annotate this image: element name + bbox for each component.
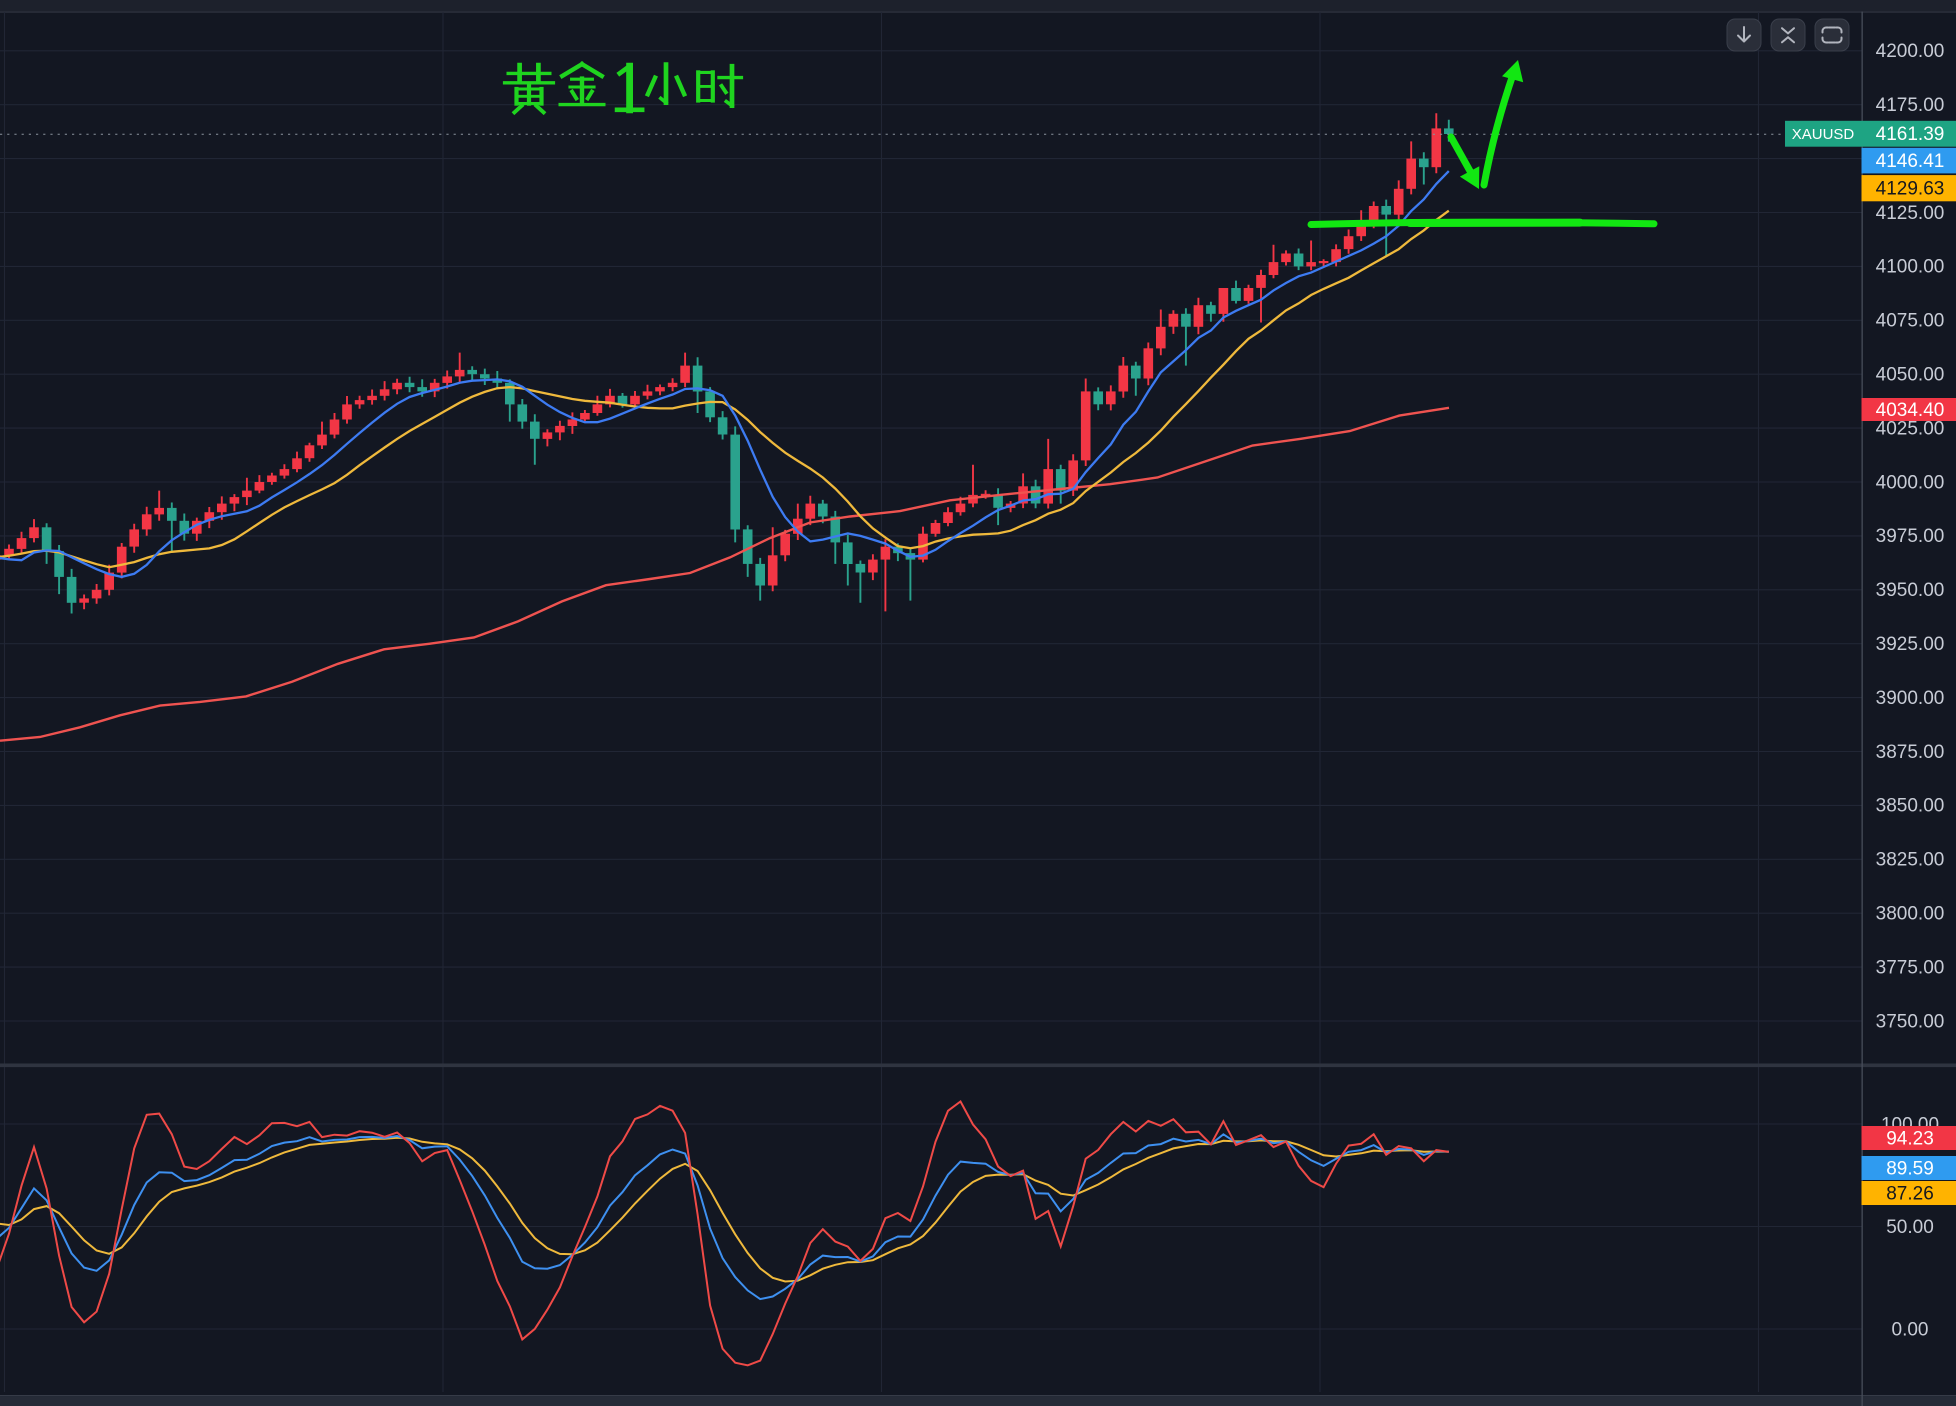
svg-text:0.00: 0.00	[1892, 1319, 1929, 1340]
svg-text:3775.00: 3775.00	[1876, 957, 1945, 978]
svg-text:3975.00: 3975.00	[1876, 526, 1945, 547]
svg-text:4050.00: 4050.00	[1876, 365, 1945, 386]
svg-text:3900.00: 3900.00	[1876, 688, 1945, 709]
svg-text:4200.00: 4200.00	[1876, 41, 1945, 62]
svg-text:4161.39: 4161.39	[1876, 124, 1945, 145]
svg-text:3800.00: 3800.00	[1876, 904, 1945, 925]
svg-text:3825.00: 3825.00	[1876, 850, 1945, 871]
svg-text:3950.00: 3950.00	[1876, 580, 1945, 601]
svg-text:3925.00: 3925.00	[1876, 634, 1945, 655]
svg-text:4100.00: 4100.00	[1876, 257, 1945, 278]
svg-text:XAUUSD: XAUUSD	[1792, 126, 1855, 143]
svg-text:4146.41: 4146.41	[1876, 151, 1945, 172]
svg-text:4129.63: 4129.63	[1876, 179, 1945, 200]
svg-text:4034.40: 4034.40	[1876, 400, 1945, 421]
svg-text:3750.00: 3750.00	[1876, 1011, 1945, 1032]
svg-text:50.00: 50.00	[1886, 1217, 1934, 1238]
svg-text:4025.00: 4025.00	[1876, 418, 1945, 439]
svg-text:4075.00: 4075.00	[1876, 311, 1945, 332]
svg-text:3850.00: 3850.00	[1876, 796, 1945, 817]
svg-text:87.26: 87.26	[1886, 1183, 1934, 1204]
svg-text:4125.00: 4125.00	[1876, 203, 1945, 224]
svg-text:3875.00: 3875.00	[1876, 742, 1945, 763]
svg-text:4175.00: 4175.00	[1876, 95, 1945, 116]
svg-text:4000.00: 4000.00	[1876, 472, 1945, 493]
svg-text:94.23: 94.23	[1886, 1128, 1934, 1149]
svg-text:89.59: 89.59	[1886, 1158, 1934, 1179]
